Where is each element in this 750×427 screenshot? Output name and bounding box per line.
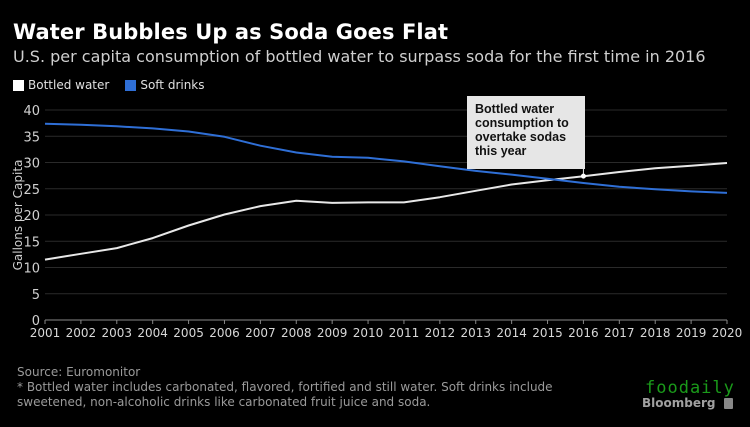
bloomberg-icon (724, 398, 733, 409)
chart-title: Water Bubbles Up as Soda Goes Flat (13, 20, 449, 44)
callout-line: consumption to (475, 116, 569, 130)
y-tick-label: 20 (23, 209, 40, 224)
x-tick-label: 2003 (102, 326, 133, 340)
brand-logo: Bloomberg (642, 396, 716, 410)
legend-label-soft-drinks: Soft drinks (140, 78, 205, 92)
series-line-soft-drinks (44, 122, 728, 194)
y-axis-label: Gallons per Capita (11, 160, 25, 271)
watermark: foodaily (645, 378, 735, 398)
y-tick-label: 5 (32, 288, 40, 303)
footnote: * Bottled water includes carbonated, fla… (17, 380, 553, 409)
x-tick-label: 2013 (460, 326, 491, 340)
series-lines (44, 122, 728, 261)
x-tick-label: 2010 (353, 326, 384, 340)
source-note: Source: Euromonitor (17, 365, 141, 379)
x-tick-label: 2011 (389, 326, 420, 340)
x-tick-label: 2007 (245, 326, 276, 340)
x-tick-label: 2002 (66, 326, 97, 340)
x-tick-label: 2006 (209, 326, 240, 340)
x-tick-label: 2009 (317, 326, 348, 340)
x-tick-label: 2014 (496, 326, 527, 340)
grid-lines (45, 109, 727, 295)
x-tick-label: 2019 (676, 326, 707, 340)
y-tick-label: 30 (23, 157, 40, 172)
legend: Bottled water Soft drinks (13, 78, 221, 92)
callout-line: Bottled water (475, 102, 555, 116)
legend-label-bottled-water: Bottled water (28, 78, 110, 92)
y-tick-labels: 0 5 10 15 20 25 30 35 40 (23, 104, 40, 329)
chart-subtitle: U.S. per capita consumption of bottled w… (13, 47, 706, 66)
x-tick-label: 2018 (640, 326, 671, 340)
x-tick-label: 2012 (425, 326, 456, 340)
x-tick-label: 2016 (568, 326, 599, 340)
callout-line: this year (475, 144, 527, 158)
y-tick-label: 15 (23, 235, 40, 250)
y-tick-label: 40 (23, 104, 40, 119)
y-tick-label: 10 (23, 262, 40, 277)
legend-swatch-bottled-water (13, 79, 24, 91)
legend-item-bottled-water: Bottled water (13, 78, 109, 92)
y-tick-label: 25 (23, 183, 40, 198)
annotation-callout: Bottled water consumption to overtake so… (467, 96, 585, 169)
series-line-bottled-water (44, 162, 728, 261)
x-tick-label: 2001 (30, 326, 61, 340)
x-tick-labels: 2001 2002 2003 2004 2005 2006 2007 2008 2009 2010… (30, 326, 743, 340)
y-tick-label: 35 (23, 130, 40, 145)
callout-line: overtake sodas (475, 130, 567, 144)
callout-marker (580, 173, 586, 179)
x-tick-label: 2008 (281, 326, 312, 340)
x-axis (44, 319, 728, 324)
legend-swatch-soft-drinks (125, 79, 137, 91)
legend-item-soft-drinks: Soft drinks (125, 78, 205, 92)
x-tick-label: 2020 (712, 326, 743, 340)
y-tick-label: 0 (32, 314, 40, 329)
x-tick-label: 2015 (532, 326, 563, 340)
x-tick-label: 2004 (137, 326, 168, 340)
x-tick-label: 2005 (173, 326, 204, 340)
x-tick-label: 2017 (604, 326, 635, 340)
